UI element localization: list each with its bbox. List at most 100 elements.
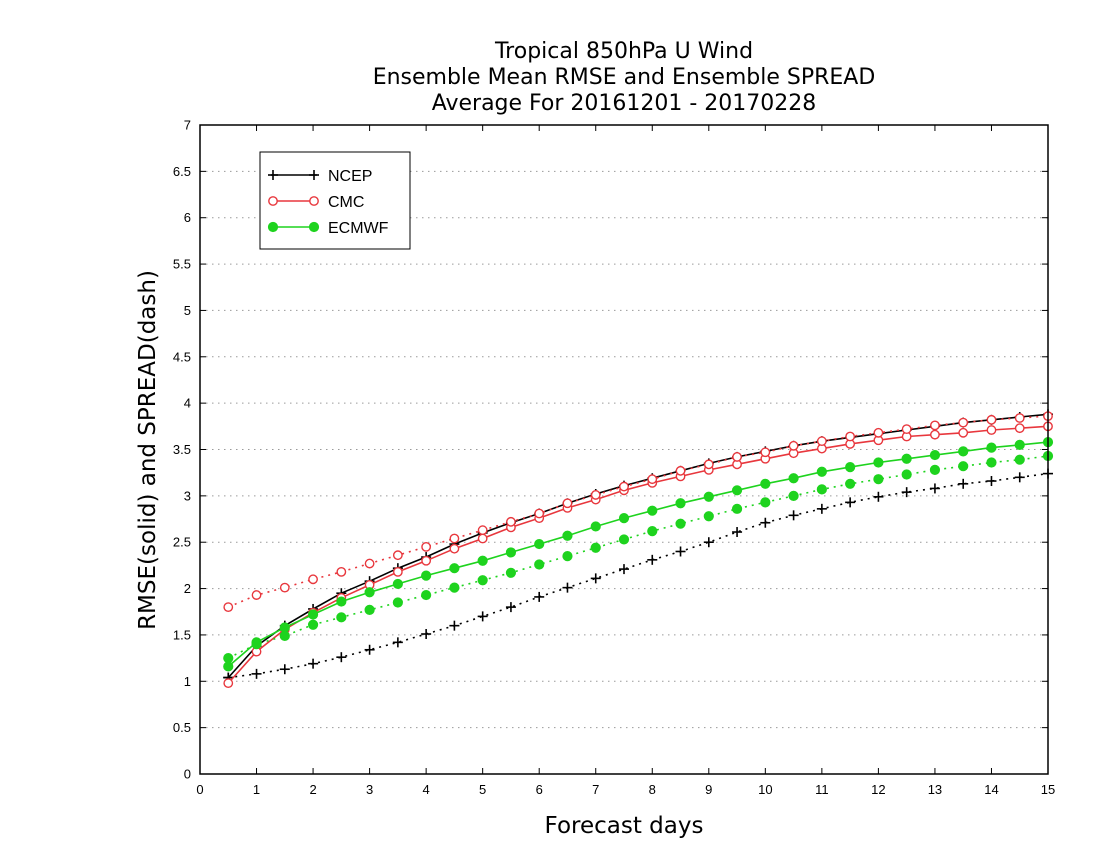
y-tick-label: 4.5	[173, 349, 191, 364]
cmc-spread-point	[421, 541, 432, 552]
ecmwf-rmse-point	[675, 498, 686, 509]
ncep-spread-point	[364, 644, 375, 655]
legend-entry-cmc: CMC	[268, 194, 364, 211]
x-tick-label: 2	[309, 782, 316, 797]
ncep-spread-point	[392, 637, 403, 648]
y-tick-label: 6	[184, 210, 191, 225]
y-tick-label: 7	[184, 118, 191, 133]
cmc-spread-point	[392, 550, 403, 561]
legend-marker	[309, 170, 319, 180]
cmc-spread-point	[279, 582, 290, 593]
x-tick-label: 7	[592, 782, 599, 797]
ncep-spread-point	[986, 476, 997, 487]
cmc-spread-point	[506, 516, 516, 527]
y-tick-label: 3	[184, 488, 191, 503]
cmc-spread-point	[845, 431, 856, 442]
cmc-spread-point	[732, 452, 742, 462]
x-tick-label: 4	[423, 782, 430, 797]
ecmwf-spread-point	[788, 490, 799, 501]
ecmwf-spread-point	[1014, 454, 1025, 465]
x-tick-label: 14	[984, 782, 998, 797]
ecmwf-rmse-point	[731, 485, 743, 496]
x-axis: 0 1 2 3 4 5 6 7 8 9 10 11 12 13 14 15	[196, 125, 1055, 797]
ecmwf-spread-point	[505, 567, 517, 578]
ncep-spread-point	[788, 510, 799, 521]
x-tick-label: 12	[871, 782, 885, 797]
cmc-spread-point	[675, 465, 686, 476]
y-tick-label: 0.5	[173, 720, 191, 735]
chart-title: Tropical 850hPa U Wind Ensemble Mean RMS…	[373, 39, 876, 116]
ecmwf-rmse-point	[703, 491, 714, 502]
ecmwf-spread-point	[845, 478, 856, 489]
x-tick-label: 3	[366, 782, 373, 797]
ecmwf-spread-point	[534, 559, 545, 570]
cmc-spread-point	[788, 440, 799, 451]
y-tick-label: 0	[184, 767, 191, 782]
ecmwf-spread-point	[477, 575, 488, 586]
cmc-spread-point	[449, 533, 460, 544]
cmc-rmse-point	[392, 566, 403, 577]
ncep-spread-point	[647, 554, 658, 565]
ecmwf-spread-point	[675, 518, 686, 529]
ncep-spread-point	[760, 517, 771, 528]
cmc-spread-point	[251, 590, 262, 600]
cmc-spread-point	[590, 490, 601, 500]
ncep-spread-point	[873, 491, 884, 502]
x-tick-label: 5	[479, 782, 486, 797]
ecmwf-rmse-point	[816, 466, 827, 477]
x-tick-label: 8	[649, 782, 656, 797]
ncep-spread-point	[421, 629, 432, 640]
ecmwf-spread-point	[421, 589, 432, 601]
ncep-spread-point	[958, 478, 969, 489]
cmc-spread-point	[619, 481, 629, 492]
x-tick-label: 10	[758, 782, 772, 797]
x-tick-label: 13	[928, 782, 942, 797]
ecmwf-rmse-point	[307, 609, 319, 620]
legend-marker	[268, 170, 278, 180]
ecmwf-spread-point	[307, 619, 319, 630]
cmc-rmse-point	[986, 425, 997, 435]
series-cmc-spread	[223, 411, 1053, 613]
y-tick-label: 4	[184, 396, 191, 411]
ecmwf-spread-point	[618, 534, 630, 545]
y-tick-label: 2.5	[173, 535, 191, 550]
cmc-spread-point	[816, 436, 827, 447]
ncep-spread-point	[703, 537, 714, 548]
cmc-rmse-point	[1014, 423, 1025, 434]
legend-marker	[267, 221, 279, 233]
legend-entry-ecmwf: ECMWF	[267, 220, 389, 237]
ecmwf-spread-point	[336, 612, 347, 623]
ncep-spread-point	[449, 620, 460, 631]
ncep-spread-point	[251, 668, 262, 679]
ecmwf-rmse-point	[421, 570, 432, 581]
cmc-spread-point	[986, 414, 997, 425]
ecmwf-spread-point	[929, 464, 941, 475]
ecmwf-rmse-point	[901, 453, 912, 464]
title-line-2: Ensemble Mean RMSE and Ensemble SPREAD	[373, 65, 876, 90]
ncep-spread-point	[477, 611, 488, 622]
cmc-spread-point	[873, 427, 884, 438]
ecmwf-rmse-point	[336, 596, 347, 607]
title-line-1: Tropical 850hPa U Wind	[494, 39, 753, 64]
legend-label: CMC	[328, 194, 364, 211]
legend-marker	[309, 196, 319, 206]
cmc-spread-point	[760, 447, 771, 458]
ecmwf-rmse-point	[788, 473, 799, 484]
y-axis: 0 0.5 1 1.5 2 2.5 3 3.5 4 4.5 5 5.5 6 6.5 7	[173, 118, 1048, 782]
cmc-rmse-point	[930, 429, 940, 440]
ecmwf-spread-point	[816, 484, 827, 495]
ncep-spread-point	[816, 503, 827, 514]
cmc-spread-point	[364, 558, 375, 569]
cmc-rmse-point	[421, 555, 432, 566]
legend-label: NCEP	[328, 168, 372, 185]
x-tick-label: 0	[196, 782, 203, 797]
cmc-spread-point	[901, 424, 912, 435]
ecmwf-rmse-point	[760, 478, 771, 489]
ecmwf-spread-point	[364, 604, 375, 615]
cmc-spread-point	[477, 525, 488, 536]
y-axis-label: RMSE(solid) and SPREAD(dash)	[135, 270, 161, 630]
ecmwf-spread-point	[873, 474, 884, 485]
cmc-rmse-point	[958, 427, 969, 438]
ecmwf-rmse-point	[477, 555, 488, 566]
